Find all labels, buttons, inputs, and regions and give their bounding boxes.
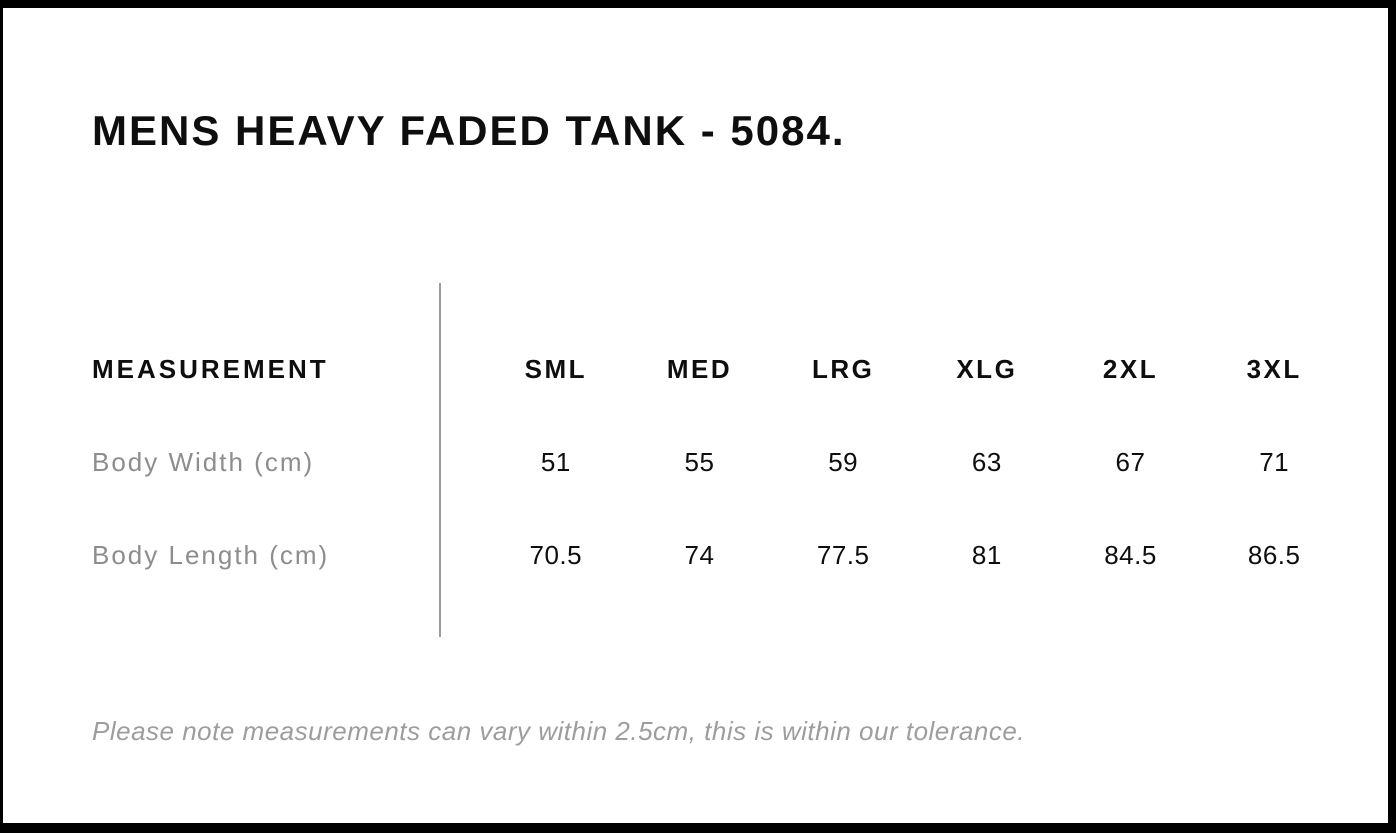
tolerance-note: Please note measurements can vary within… — [92, 716, 1026, 746]
cell-body-width-lrg: 59 — [828, 447, 859, 477]
column-header-xlg: XLG — [956, 354, 1018, 384]
column-header-measurement: MEASUREMENT — [92, 354, 329, 384]
column-header-sml: SML — [524, 354, 588, 384]
row-values-body-length: 70.5 74 77.5 81 84.5 86.5 — [484, 540, 1346, 571]
cell-body-length-3xl: 86.5 — [1247, 540, 1301, 570]
column-header-lrg: LRG — [811, 354, 875, 384]
cell-body-length-2xl: 84.5 — [1104, 540, 1157, 570]
table-row-body-length: Body Length (cm) 70.5 74 77.5 81 84.5 86… — [3, 509, 1388, 602]
row-label-body-width: Body Width (cm) — [92, 447, 315, 477]
cell-body-length-xlg: 81 — [971, 540, 1002, 570]
cell-body-length-lrg: 77.5 — [816, 540, 870, 570]
table-column-divider — [439, 283, 441, 637]
cell-body-width-xlg: 63 — [971, 447, 1002, 477]
table-row-body-width: Body Width (cm) 51 55 59 63 67 71 — [3, 416, 1388, 509]
row-label-body-length: Body Length (cm) — [92, 540, 330, 570]
table-header-row: MEASUREMENT SML MED LRG XLG 2XL 3XL — [3, 323, 1388, 416]
page-title: MENS HEAVY FADED TANK - 5084. — [92, 107, 846, 154]
cell-body-length-sml: 70.5 — [529, 540, 583, 570]
size-table: MEASUREMENT SML MED LRG XLG 2XL 3XL Body… — [3, 323, 1388, 602]
column-header-3xl: 3XL — [1246, 354, 1302, 384]
size-header-group: SML MED LRG XLG 2XL 3XL — [484, 354, 1346, 385]
cell-body-width-sml: 51 — [540, 447, 571, 477]
size-chart-sheet: MENS HEAVY FADED TANK - 5084. MEASUREMEN… — [3, 8, 1388, 823]
column-header-med: MED — [666, 354, 733, 384]
cell-body-width-2xl: 67 — [1115, 447, 1146, 477]
cell-body-width-3xl: 71 — [1259, 447, 1290, 477]
row-values-body-width: 51 55 59 63 67 71 — [484, 447, 1346, 478]
cell-body-width-med: 55 — [684, 447, 715, 477]
column-header-2xl: 2XL — [1102, 354, 1159, 384]
cell-body-length-med: 74 — [684, 540, 715, 570]
